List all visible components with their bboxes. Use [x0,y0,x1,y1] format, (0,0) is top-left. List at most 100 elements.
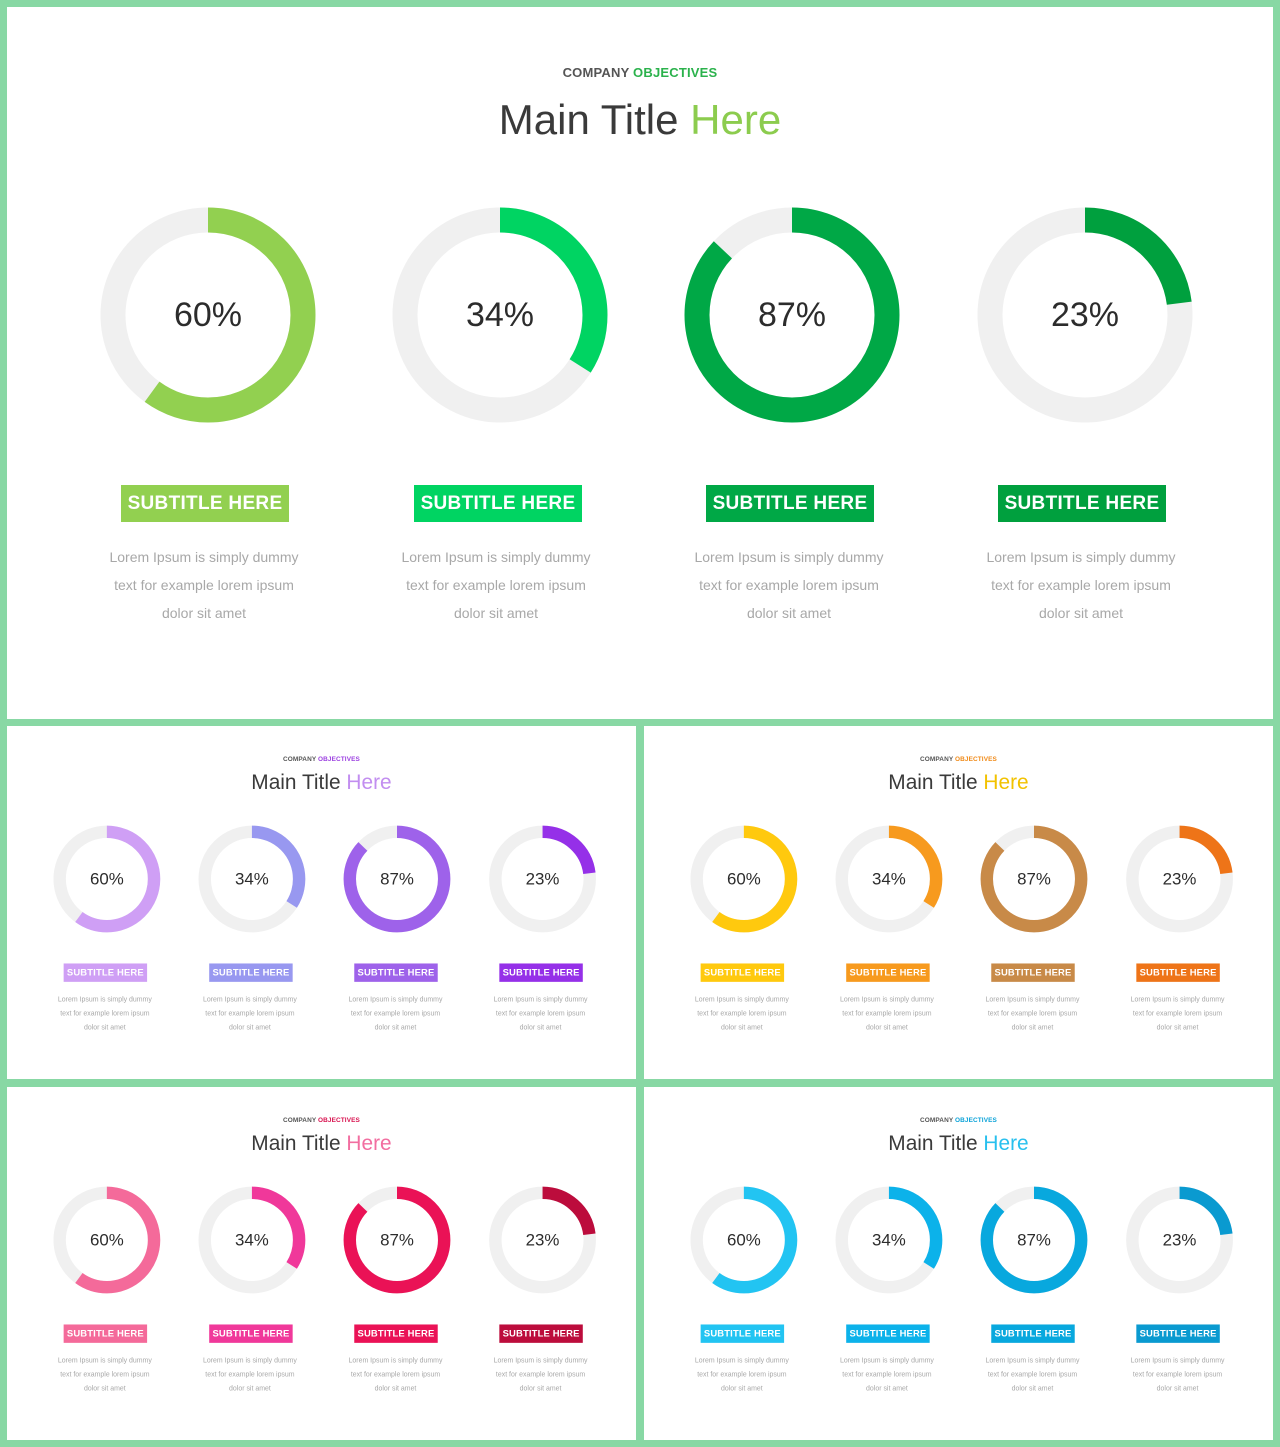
ring-chart [198,1186,306,1294]
progress-ring: 34% [392,207,608,423]
description: Lorem Ipsum is simply dummy text for exam… [386,543,606,627]
subtitle-badge: SUBTITLE HERE [414,485,582,522]
progress-ring: 60% [53,825,161,933]
ring-chart [690,1186,798,1294]
description-line: dolor sit amet [83,1023,126,1032]
description: Lorem Ipsum is simply dummy text for exam… [687,1353,796,1395]
title-accent: Here [983,1131,1029,1155]
description: Lorem Ipsum is simply dummy text for exam… [486,992,595,1034]
page-title: Main Title Here [7,1131,636,1156]
description-line: dolor sit amet [374,1384,417,1393]
description-line: text for example lorem ipsum [406,577,586,593]
subtitle-badge: SUBTITLE HERE [700,1324,785,1343]
title-main: Main Title [498,96,679,143]
subtitle-badge: SUBTITLE HERE [846,963,930,982]
progress-ring: 34% [835,1186,943,1294]
description: Lorem Ipsum is simply dummy text for exam… [195,992,304,1034]
slide-orange: COMPANY OBJECTIVES Main Title Here 60% SUBT… [644,726,1273,1079]
progress-ring: 60% [100,207,316,423]
percent-label: 60% [89,1230,124,1250]
description-line: dolor sit amet [866,1023,908,1032]
kicker: COMPANY OBJECTIVES [644,755,1273,762]
percent-label: 34% [465,295,535,334]
subtitle-badge: SUBTITLE HERE [499,963,583,982]
description: Lorem Ipsum is simply dummy text for exam… [971,543,1191,627]
description: Lorem Ipsum is simply dummy text for exam… [195,1353,304,1395]
subtitle-badge: SUBTITLE HERE [121,485,289,522]
slide-content: COMPANY OBJECTIVES Main Title Here 60% SUBT… [7,1087,636,1440]
ring-chart [489,825,596,933]
kicker-accent: OBJECTIVES [318,1115,360,1124]
description-line: Lorem Ipsum is simply dummy [57,995,152,1004]
percent-label: 23% [1162,869,1197,889]
ring-chart [53,825,161,933]
progress-ring: 87% [684,207,900,423]
percent-label: 23% [525,869,560,889]
subtitle-badge: SUBTITLE HERE [63,963,148,982]
progress-ring: 60% [53,1186,161,1294]
description-line: Lorem Ipsum is simply dummy [986,549,1176,565]
progress-ring: 34% [198,825,306,933]
progress-ring: 87% [980,1186,1088,1294]
description-line: dolor sit amet [866,1384,908,1393]
subtitle-badge: SUBTITLE HERE [991,1324,1075,1343]
description-line: Lorem Ipsum is simply dummy [401,549,591,565]
description-line: dolor sit amet [229,1384,271,1393]
description-line: Lorem Ipsum is simply dummy [694,995,789,1004]
description-line: Lorem Ipsum is simply dummy [1130,1356,1225,1365]
description-line: dolor sit amet [374,1023,417,1032]
subtitle-badge: SUBTITLE HERE [1136,963,1220,982]
ring-chart [980,825,1088,933]
description-line: dolor sit amet [83,1384,126,1393]
ring-progress-arc [1126,1186,1233,1294]
ring-chart [835,825,943,933]
description-line: text for example lorem ipsum [350,1370,441,1379]
description: Lorem Ipsum is simply dummy text for exam… [679,543,899,627]
description-line: Lorem Ipsum is simply dummy [109,549,299,565]
description: Lorem Ipsum is simply dummy text for exam… [978,992,1087,1034]
ring-progress-arc [977,207,1193,423]
description-line: Lorem Ipsum is simply dummy [348,995,443,1004]
description: Lorem Ipsum is simply dummy text for exam… [832,1353,941,1395]
ring-progress-arc [489,825,596,933]
description: Lorem Ipsum is simply dummy text for exam… [832,992,941,1034]
ring-chart [343,825,451,933]
description-line: dolor sit amet [1011,1384,1054,1393]
description-line: dolor sit amet [519,1384,562,1393]
ring-progress-arc [684,207,900,423]
ring-progress-arc [690,825,798,933]
description-line: dolor sit amet [1156,1384,1199,1393]
description-line: Lorem Ipsum is simply dummy [202,1356,297,1365]
percent-label: 34% [235,1230,269,1250]
description-line: text for example lorem ipsum [60,1009,150,1018]
progress-ring: 23% [1126,1186,1233,1294]
progress-ring: 23% [489,1186,596,1294]
description-line: Lorem Ipsum is simply dummy [985,1356,1080,1365]
kicker: COMPANY OBJECTIVES [7,1116,636,1123]
subtitle-badge: SUBTITLE HERE [998,485,1166,522]
progress-ring: 34% [198,1186,306,1294]
ring-progress-arc [835,1186,943,1294]
description-line: text for example lorem ipsum [495,1370,586,1379]
description-line: dolor sit amet [720,1023,763,1032]
description-line: text for example lorem ipsum [495,1009,586,1018]
kicker-main: COMPANY [562,65,630,80]
ring-chart [198,825,306,933]
slide-pink: COMPANY OBJECTIVES Main Title Here 60% SUBT… [7,1087,636,1440]
description-line: text for example lorem ipsum [1132,1370,1223,1379]
progress-ring: 87% [343,1186,451,1294]
progress-ring: 60% [690,825,798,933]
description-line: Lorem Ipsum is simply dummy [985,995,1080,1004]
description-line: dolor sit amet [453,605,539,621]
percent-label: 87% [1017,1230,1051,1250]
ring-progress-arc [835,825,943,933]
description-line: text for example lorem ipsum [987,1009,1078,1018]
ring-chart [1126,1186,1233,1294]
title-accent: Here [983,770,1029,794]
percent-label: 87% [380,869,414,889]
kicker-main: COMPANY [283,1115,317,1124]
description-line: dolor sit amet [161,605,247,621]
description-line: Lorem Ipsum is simply dummy [1130,995,1225,1004]
page-title: Main Title Here [644,1131,1273,1156]
description-line: text for example lorem ipsum [205,1009,295,1018]
